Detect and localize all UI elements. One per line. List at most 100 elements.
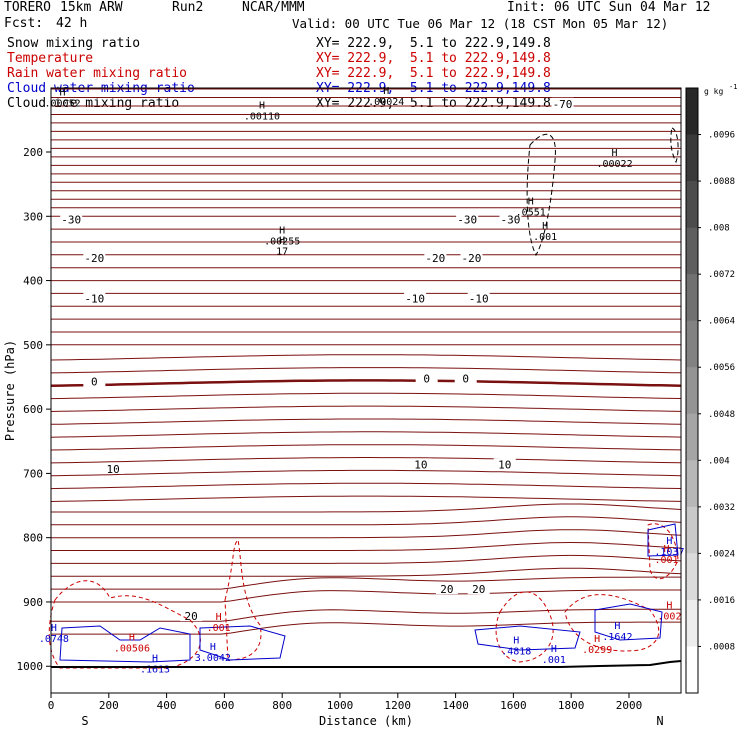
- maximum-marker: H: [279, 235, 285, 246]
- maximum-value-label: .00110: [244, 111, 280, 122]
- maximum-marker: H: [542, 221, 548, 232]
- y-tick-label: 1000: [17, 660, 44, 673]
- isotherm: [50, 405, 682, 412]
- maximum-value-label: 17: [276, 246, 288, 257]
- x-tick-label: 1800: [558, 699, 585, 712]
- cloud-water-contour: [474, 625, 581, 651]
- snow-contour: [526, 133, 556, 257]
- temperature-contour-label: -10: [84, 293, 104, 306]
- model-resolution: 15km ARW: [60, 0, 123, 15]
- colorbar-segment: [686, 460, 698, 508]
- isotherm: [50, 495, 682, 502]
- temperature-label-bg: [467, 583, 490, 595]
- temperature-contour-label: 20: [185, 610, 198, 623]
- maximum-marker: H: [60, 87, 66, 98]
- maximum-marker: H: [259, 100, 265, 111]
- maximum-value-label: .0551: [516, 208, 546, 219]
- x-tick-label: 200: [99, 699, 119, 712]
- colorbar-tick-label: .0096: [708, 131, 735, 141]
- colorbar-unit-exponent: -1: [729, 83, 737, 91]
- colorbar-segment: [686, 413, 698, 461]
- y-tick-label: 500: [23, 339, 43, 352]
- org-label: NCAR/MMM: [242, 0, 305, 15]
- maximum-value-label: .0299: [582, 645, 612, 656]
- temperature-contour-label: -30: [61, 213, 81, 226]
- colorbar-segment: [686, 274, 698, 322]
- colorbar-tick-label: .0024: [708, 549, 735, 559]
- colorbar-segment: [686, 506, 698, 554]
- colorbar-tick-label: .0008: [708, 642, 735, 652]
- x-tick-label: 800: [272, 699, 292, 712]
- run-label: Run2: [172, 0, 204, 15]
- temperature-label-bg: [493, 458, 516, 470]
- maximum-value-label: .00022: [596, 159, 632, 170]
- maximum-value-label: .00024: [368, 97, 404, 108]
- temperature-label-bg: [424, 252, 447, 264]
- isotherm: [50, 431, 682, 438]
- temperature-label-bg: [83, 252, 106, 264]
- temperature-contour-label: 20: [440, 583, 453, 596]
- cloud-water-contour: [594, 603, 663, 641]
- model-name: TORERO: [4, 0, 51, 15]
- maximum-value-label: .00255: [264, 237, 300, 248]
- maximum-marker: H: [279, 226, 285, 237]
- maximum-marker: H: [528, 197, 534, 208]
- field-name-temperature: Temperature: [7, 51, 94, 66]
- temperature-label-bg: [404, 292, 427, 304]
- x-tick-label: 0: [48, 699, 55, 712]
- colorbar-segment: [686, 320, 698, 368]
- field-xy-cloud-ice: XY= 222.9, 5.1 to 222.9,149.8: [316, 96, 551, 111]
- maximum-value-label: 3.0042: [195, 653, 231, 664]
- maximum-marker: H: [666, 600, 672, 611]
- maximum-value-label: .4818: [501, 647, 531, 658]
- maximum-marker: H: [51, 623, 57, 634]
- isotherm: [50, 457, 682, 464]
- maximum-marker: H: [383, 86, 389, 97]
- temperature-label-bg: [454, 372, 477, 384]
- maximum-marker: H: [216, 612, 222, 623]
- x-tick-label: 1000: [327, 699, 354, 712]
- maximum-value-label: .001: [533, 232, 557, 243]
- colorbar-tick-label: .0016: [708, 596, 735, 606]
- colorbar-tick-label: .0072: [708, 270, 735, 280]
- fcst-label: Fcst:: [4, 16, 44, 31]
- colorbar-segment: [686, 134, 698, 182]
- temperature-label-bg: [435, 583, 458, 595]
- maximum-marker: H: [664, 544, 670, 555]
- y-tick-label: 700: [23, 467, 43, 480]
- temperature-label-bg: [460, 252, 483, 264]
- temperature-contour-label: 0: [423, 372, 430, 385]
- isotherm: [51, 589, 681, 603]
- maximum-marker: H: [666, 536, 672, 547]
- temperature-contour-label: -20: [462, 252, 482, 265]
- north-label: N: [656, 714, 663, 728]
- maximum-value-label: .00506: [114, 644, 150, 655]
- colorbar-tick-label: .0048: [708, 410, 735, 420]
- field-xy-snow: XY= 222.9, 5.1 to 222.9,149.8: [316, 36, 551, 51]
- temperature-contour-label: -20: [425, 252, 445, 265]
- south-label: S: [81, 714, 88, 728]
- moisture-contours: [48, 127, 679, 669]
- isotherm: [50, 482, 682, 490]
- rain-contour: [224, 539, 262, 661]
- colorbar-border: [685, 87, 699, 694]
- maximum-marker: H: [513, 636, 519, 647]
- colorbar-segment: [686, 646, 698, 694]
- maximum-value-label: .0748: [39, 634, 69, 645]
- temperature-contour-label: 0: [462, 372, 469, 385]
- maximum-value-label: .001: [655, 555, 679, 566]
- isotherm: [50, 444, 682, 451]
- colorbar-tick-label: .004: [708, 456, 730, 466]
- colorbar-tick-label: .0064: [708, 317, 735, 327]
- temperature-label-bg: [60, 213, 83, 225]
- maximum-marker: H: [210, 642, 216, 653]
- isotherm: [50, 367, 682, 374]
- maximum-marker: H: [129, 633, 135, 644]
- init-time: Init: 06 UTC Sun 04 Mar 12: [507, 0, 711, 15]
- temperature-contour-label: 0: [91, 375, 98, 388]
- temperature-label-bg: [409, 458, 432, 470]
- valid-time: Valid: 00 UTC Tue 06 Mar 12 (18 CST Mon …: [292, 16, 669, 31]
- y-tick-label: 200: [23, 146, 43, 159]
- temperature-label-bg: [499, 213, 522, 225]
